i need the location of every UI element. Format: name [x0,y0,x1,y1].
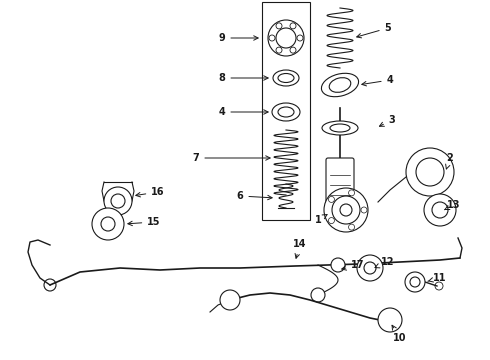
Circle shape [424,194,456,226]
Ellipse shape [272,103,300,121]
Text: 5: 5 [357,23,392,38]
Text: 15: 15 [128,217,161,227]
Circle shape [331,258,345,272]
Text: 10: 10 [392,325,407,343]
Circle shape [104,187,132,215]
Text: 9: 9 [219,33,258,43]
Text: 1: 1 [315,215,327,225]
Circle shape [92,208,124,240]
Text: 14: 14 [293,239,307,258]
Circle shape [357,255,383,281]
Text: 7: 7 [193,153,270,163]
Text: 13: 13 [444,200,461,210]
Ellipse shape [322,121,358,135]
Ellipse shape [273,70,299,86]
Text: 4: 4 [219,107,268,117]
Text: 17: 17 [342,260,365,270]
Bar [262,2,310,220]
Ellipse shape [321,73,359,97]
Circle shape [378,308,402,332]
Text: 4: 4 [362,75,393,86]
Text: 3: 3 [379,115,395,126]
Circle shape [406,148,454,196]
Text: 8: 8 [219,73,268,83]
Text: 12: 12 [375,257,395,268]
Text: 11: 11 [428,273,447,283]
Text: 6: 6 [237,191,272,201]
Text: 2: 2 [445,153,453,169]
Text: 16: 16 [136,187,165,197]
Circle shape [220,290,240,310]
Circle shape [405,272,425,292]
FancyBboxPatch shape [326,158,354,207]
Circle shape [311,288,325,302]
Circle shape [324,188,368,232]
